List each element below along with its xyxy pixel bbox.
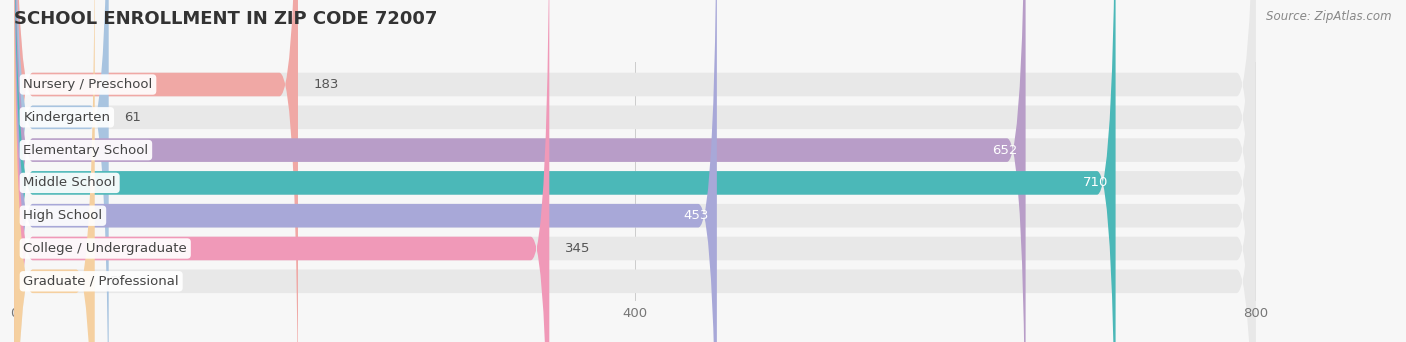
FancyBboxPatch shape xyxy=(14,0,1256,342)
Text: 710: 710 xyxy=(1083,176,1108,189)
Text: 345: 345 xyxy=(565,242,591,255)
FancyBboxPatch shape xyxy=(14,0,298,342)
Text: Source: ZipAtlas.com: Source: ZipAtlas.com xyxy=(1267,10,1392,23)
FancyBboxPatch shape xyxy=(14,0,1256,342)
FancyBboxPatch shape xyxy=(14,0,550,342)
FancyBboxPatch shape xyxy=(14,0,108,342)
Text: College / Undergraduate: College / Undergraduate xyxy=(24,242,187,255)
FancyBboxPatch shape xyxy=(14,0,717,342)
FancyBboxPatch shape xyxy=(14,0,1256,342)
Text: High School: High School xyxy=(24,209,103,222)
Text: Middle School: Middle School xyxy=(24,176,115,189)
Text: Graduate / Professional: Graduate / Professional xyxy=(24,275,179,288)
Text: Nursery / Preschool: Nursery / Preschool xyxy=(24,78,153,91)
Text: Kindergarten: Kindergarten xyxy=(24,111,110,124)
Text: SCHOOL ENROLLMENT IN ZIP CODE 72007: SCHOOL ENROLLMENT IN ZIP CODE 72007 xyxy=(14,10,437,28)
Text: 61: 61 xyxy=(124,111,141,124)
Text: 183: 183 xyxy=(314,78,339,91)
FancyBboxPatch shape xyxy=(14,0,1115,342)
FancyBboxPatch shape xyxy=(14,0,1256,342)
FancyBboxPatch shape xyxy=(14,0,1256,342)
FancyBboxPatch shape xyxy=(14,0,94,342)
Text: 52: 52 xyxy=(110,275,128,288)
FancyBboxPatch shape xyxy=(14,0,1025,342)
Text: Elementary School: Elementary School xyxy=(24,144,149,157)
Text: 453: 453 xyxy=(683,209,709,222)
FancyBboxPatch shape xyxy=(14,0,1256,342)
FancyBboxPatch shape xyxy=(14,0,1256,342)
Text: 652: 652 xyxy=(993,144,1018,157)
